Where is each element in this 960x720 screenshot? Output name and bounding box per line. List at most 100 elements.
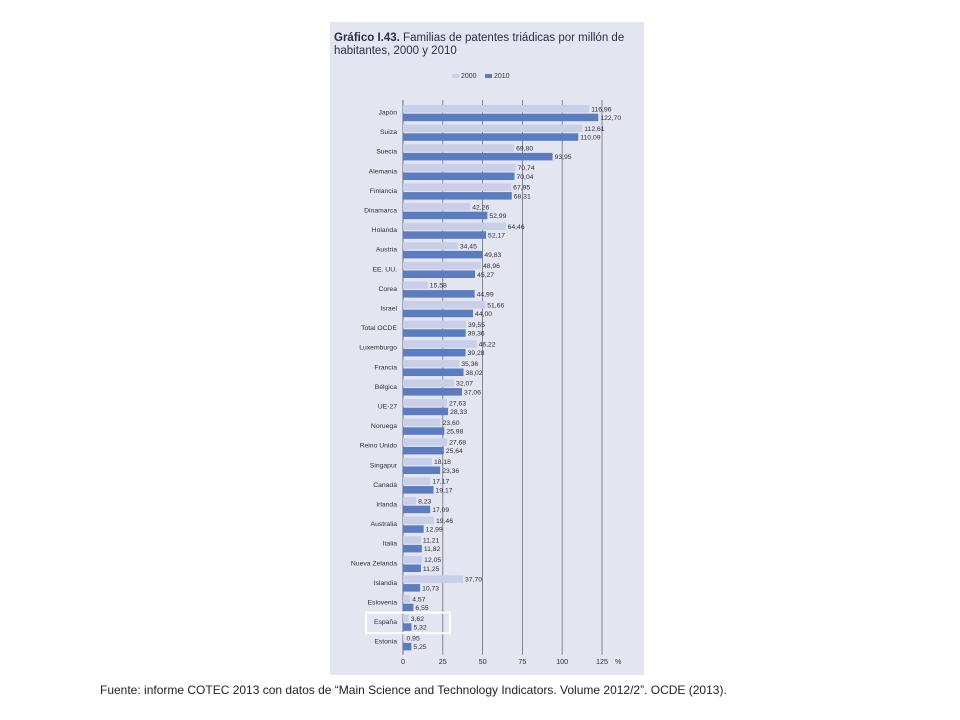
data-label-2010: 19,17 bbox=[436, 487, 453, 494]
bar-2010 bbox=[403, 348, 466, 357]
bar-2000 bbox=[403, 144, 515, 152]
bar-2000 bbox=[403, 575, 464, 583]
data-label-2000: 17,17 bbox=[432, 479, 449, 486]
bar-2000 bbox=[403, 242, 458, 250]
bar-2000 bbox=[403, 555, 423, 564]
category-label: Suecia bbox=[376, 149, 397, 156]
bar-2010 bbox=[403, 290, 475, 298]
bar-2010 bbox=[403, 544, 422, 553]
bar-2000 bbox=[403, 124, 583, 133]
data-label-2000: 35,36 bbox=[461, 361, 478, 368]
data-label-2010: 44,99 bbox=[477, 291, 494, 298]
category-label: Estonia bbox=[374, 639, 397, 646]
category-label: Italia bbox=[383, 541, 398, 548]
category-label: Canadá bbox=[373, 482, 397, 489]
data-label-2010: 122,70 bbox=[600, 115, 621, 122]
bar-2000 bbox=[403, 183, 512, 191]
category-label: UE-27 bbox=[378, 404, 397, 411]
bar-2010 bbox=[403, 250, 483, 259]
bar-2000 bbox=[403, 438, 448, 446]
category-label: Bélgica bbox=[375, 384, 398, 391]
data-label-2000: 69,80 bbox=[516, 146, 533, 153]
legend-label-2000: 2000 bbox=[461, 73, 477, 80]
legend-swatch-2010 bbox=[485, 74, 492, 78]
data-label-2010: 25,98 bbox=[446, 429, 463, 436]
category-label: Total OCDE bbox=[361, 325, 397, 332]
data-label-2000: 12,05 bbox=[424, 557, 441, 564]
bar-2010 bbox=[403, 466, 441, 474]
source-note: Fuente: informe COTEC 2013 con datos de … bbox=[100, 683, 727, 697]
category-label: Austria bbox=[376, 247, 397, 254]
data-label-2000: 70,74 bbox=[518, 165, 535, 172]
data-label-2000: 112,61 bbox=[584, 126, 605, 133]
data-label-2000: 18,18 bbox=[434, 459, 451, 466]
data-label-2000: 11,21 bbox=[423, 538, 440, 545]
bar-2000 bbox=[403, 379, 455, 387]
data-label-2010: 38,02 bbox=[466, 370, 483, 377]
bar-2000 bbox=[403, 477, 431, 485]
data-label-2000: 48,96 bbox=[483, 263, 500, 270]
bar-2010 bbox=[403, 505, 431, 514]
bar-2000 bbox=[403, 320, 466, 329]
bar-2000 bbox=[403, 222, 506, 231]
bar-2000 bbox=[403, 516, 434, 525]
bar-2000 bbox=[403, 536, 421, 544]
data-label-2010: 37,06 bbox=[464, 389, 481, 396]
x-tick-label: 75 bbox=[518, 657, 526, 666]
bar-2000 bbox=[403, 261, 481, 270]
data-label-2000: 67,95 bbox=[513, 185, 530, 192]
category-label: Islandia bbox=[374, 580, 398, 587]
data-label-2010: 52,99 bbox=[489, 213, 506, 220]
bar-2010 bbox=[403, 525, 424, 533]
bar-2000 bbox=[403, 634, 405, 642]
data-label-2000: 37,70 bbox=[465, 577, 482, 584]
category-label: Singapur bbox=[370, 462, 398, 469]
data-label-2000: 19,46 bbox=[436, 518, 453, 525]
data-label-2010: 68,31 bbox=[514, 193, 531, 200]
x-tick-label: 50 bbox=[479, 657, 487, 666]
chart-title-prefix: Gráfico I.43. bbox=[334, 32, 400, 44]
x-tick-label: 25 bbox=[439, 657, 447, 666]
data-label-2010: 11,82 bbox=[424, 546, 441, 553]
data-label-2000: 51,66 bbox=[487, 302, 504, 309]
category-label: Suiza bbox=[380, 129, 397, 136]
data-label-2000: 15,58 bbox=[430, 283, 447, 290]
data-label-2010: 52,17 bbox=[488, 233, 505, 240]
category-label: Dinamarca bbox=[364, 208, 397, 215]
bar-2000 bbox=[403, 281, 428, 289]
legend-swatch-2000 bbox=[452, 74, 459, 78]
bar-2000 bbox=[403, 340, 477, 348]
data-label-2010: 12,99 bbox=[426, 527, 443, 534]
data-label-2000: 3,62 bbox=[411, 616, 424, 623]
category-label: Luxemburgo bbox=[359, 345, 397, 352]
x-unit-label: % bbox=[615, 657, 622, 666]
data-label-2000: 34,45 bbox=[460, 244, 477, 251]
category-label: Irlanda bbox=[376, 502, 397, 509]
data-label-2010: 11,25 bbox=[423, 566, 440, 573]
data-label-2010: 17,09 bbox=[432, 507, 449, 514]
bar-2010 bbox=[403, 564, 421, 572]
category-label: Israel bbox=[380, 306, 397, 313]
bar-2010 bbox=[403, 192, 512, 200]
bar-2010 bbox=[403, 446, 444, 455]
category-label: Francia bbox=[374, 364, 397, 371]
data-label-2010: 23,36 bbox=[442, 468, 459, 475]
bar-2010 bbox=[403, 309, 474, 318]
data-label-2010: 5,25 bbox=[413, 644, 426, 651]
bar-2010 bbox=[403, 231, 487, 239]
data-label-2010: 28,33 bbox=[450, 409, 467, 416]
category-label: Reino Unido bbox=[360, 443, 398, 450]
bar-2010 bbox=[403, 172, 515, 180]
data-label-2000: 116,96 bbox=[591, 106, 612, 113]
bar-2010 bbox=[403, 270, 476, 278]
category-label: Japón bbox=[378, 110, 397, 117]
category-label: España bbox=[374, 619, 397, 626]
bar-2010 bbox=[403, 407, 449, 416]
data-label-2000: 27,63 bbox=[449, 400, 466, 407]
x-tick-label: 100 bbox=[556, 657, 568, 666]
bar-2000 bbox=[403, 399, 447, 407]
data-label-2000: 8,23 bbox=[418, 498, 431, 505]
data-label-2000: 39,55 bbox=[468, 322, 485, 329]
bar-2000 bbox=[403, 595, 411, 603]
